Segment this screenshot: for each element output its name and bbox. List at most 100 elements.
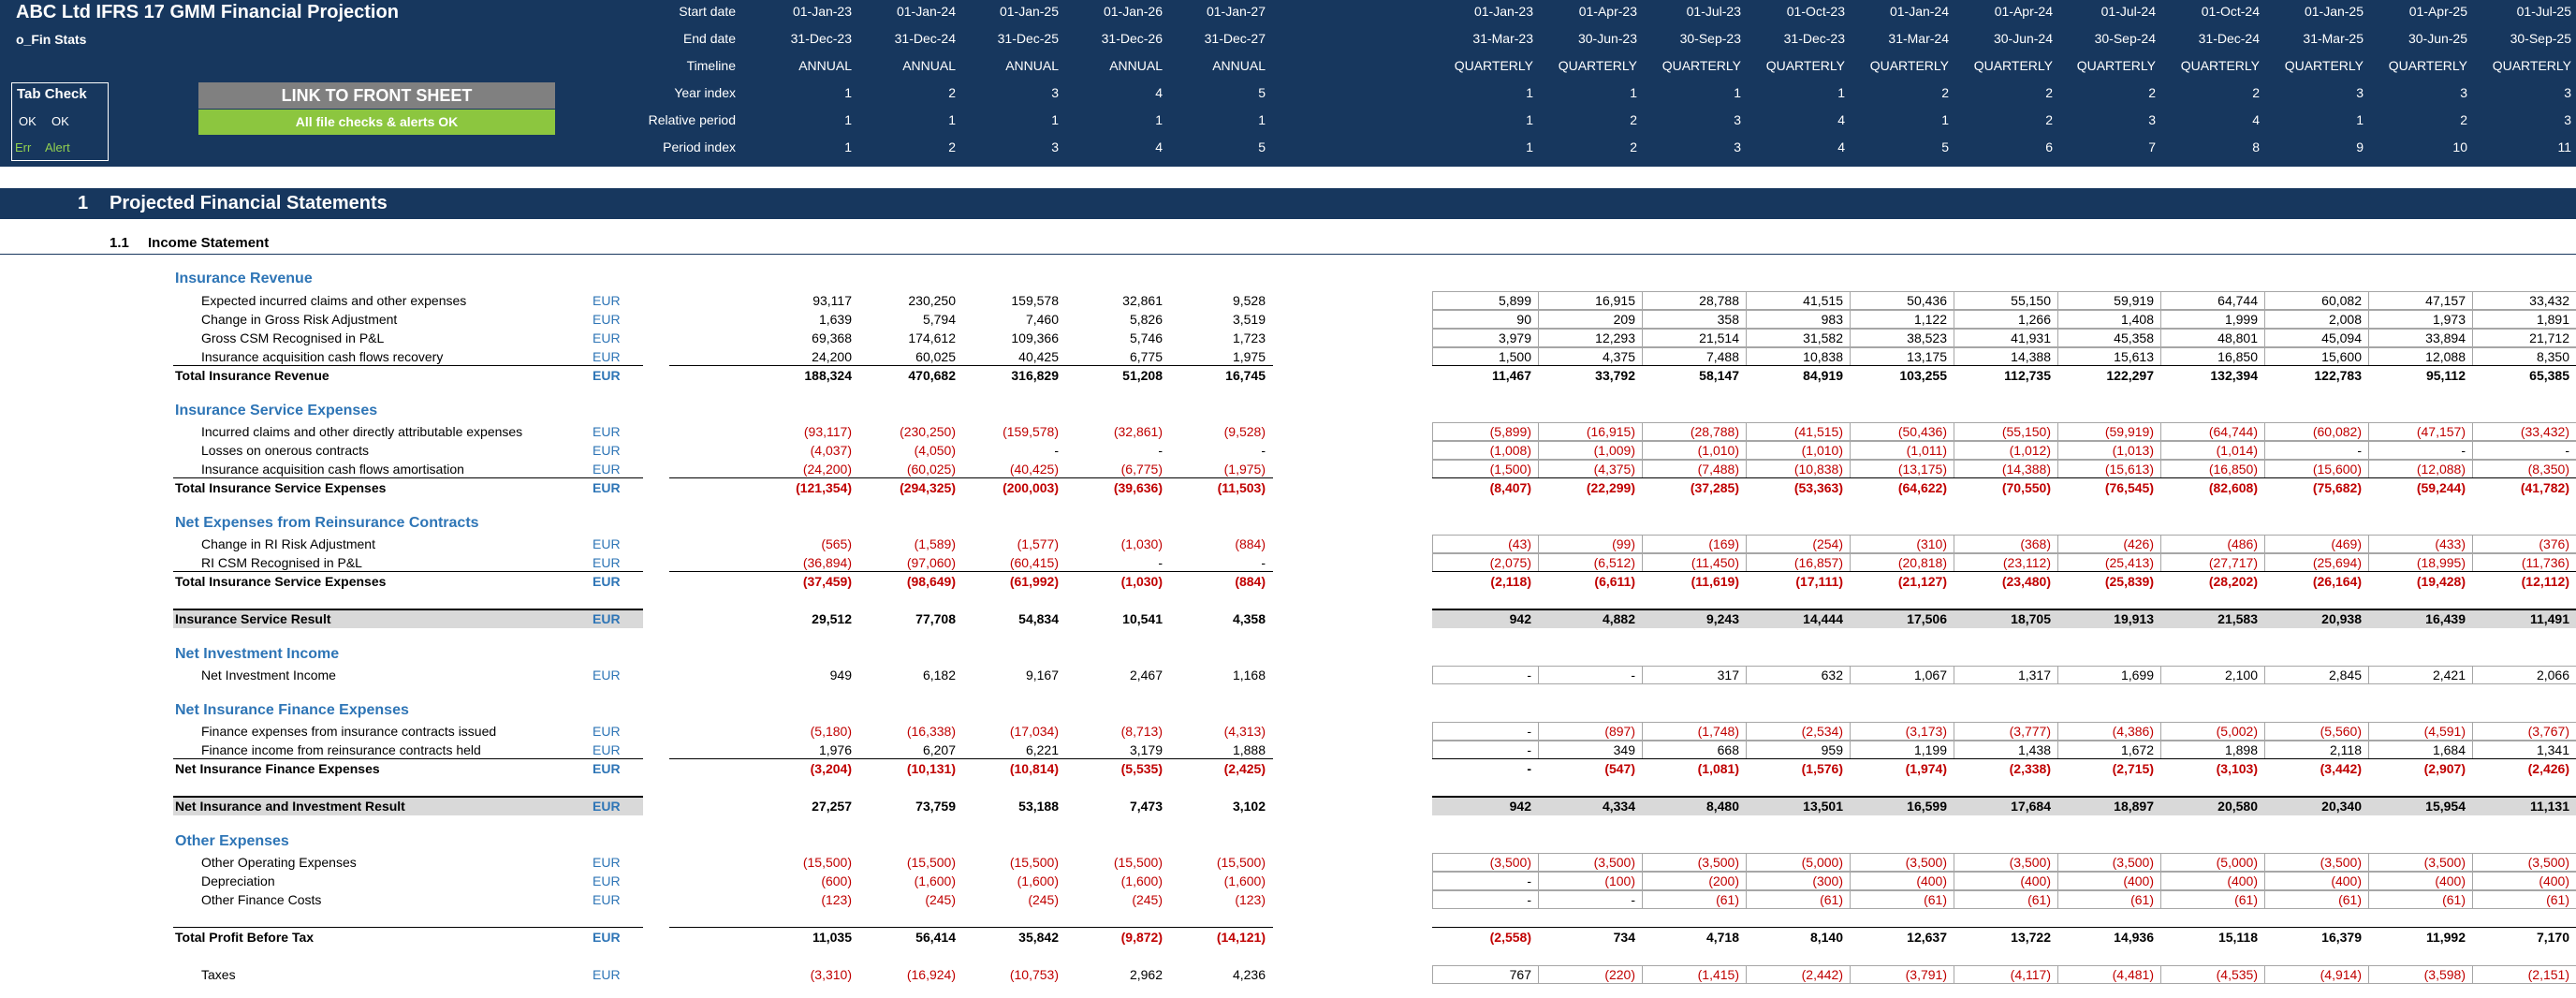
grid-cell xyxy=(1747,311,1851,329)
quarterly-value-cell: (41,515) xyxy=(1793,424,1843,439)
annual-header-cell: ANNUAL xyxy=(1212,58,1266,73)
annual-value-cell: (4,313) xyxy=(1223,724,1266,739)
annual-header-cell: 1 xyxy=(948,112,956,127)
annual-value-cell: (9,528) xyxy=(1223,424,1266,439)
quarterly-value-cell: 13,722 xyxy=(2011,930,2051,945)
annual-value-cell: (294,325) xyxy=(900,480,956,495)
quarterly-header-cell: 1 xyxy=(1837,85,1845,100)
row-unit: EUR xyxy=(593,799,621,814)
group-heading: Net Expenses from Reinsurance Contracts xyxy=(175,515,479,531)
group-heading: Other Expenses xyxy=(175,833,289,849)
header-band: ABC Ltd IFRS 17 GMM Financial Projection… xyxy=(0,0,2576,167)
grid-cell xyxy=(2265,423,2369,441)
annual-value-cell: (1,030) xyxy=(1120,574,1163,589)
quarterly-value-cell: 84,919 xyxy=(1803,368,1843,383)
quarterly-value-cell: 11,491 xyxy=(2529,611,2569,626)
result-top-border xyxy=(1432,796,2576,798)
quarterly-value-cell: - xyxy=(1527,742,1531,757)
annual-value-cell: (9,872) xyxy=(1120,930,1163,945)
annual-value-cell: (15,500) xyxy=(906,855,956,870)
quarterly-value-cell: (12,088) xyxy=(2416,462,2466,477)
annual-value-cell: (97,060) xyxy=(906,555,956,570)
group-heading: Net Investment Income xyxy=(175,646,340,662)
quarterly-value-cell: (469) xyxy=(2331,536,2362,551)
quarterly-value-cell: 33,894 xyxy=(2425,330,2466,345)
grid-cell xyxy=(1433,536,1539,553)
grid-cell xyxy=(1433,723,1539,741)
row-label: Finance income from reinsurance contract… xyxy=(201,742,481,757)
grid-cell xyxy=(1643,292,1747,310)
grid-cell xyxy=(2058,311,2161,329)
quarterly-value-cell: 5,899 xyxy=(1498,293,1531,308)
annual-header-cell: 01-Jan-24 xyxy=(896,4,956,19)
quarterly-value-cell: (3,791) xyxy=(1905,967,1947,982)
row-unit: EUR xyxy=(593,855,621,870)
annual-value-cell: 24,200 xyxy=(812,349,852,364)
quarterly-value-cell: 95,112 xyxy=(2425,368,2466,383)
quarterly-value-cell: - xyxy=(1527,892,1531,907)
quarterly-value-cell: (400) xyxy=(2539,873,2569,888)
quarterly-header-cell: QUARTERLY xyxy=(2180,58,2260,73)
quarterly-value-cell: - xyxy=(1527,668,1531,682)
grid-cell xyxy=(1747,723,1851,741)
grid-cell xyxy=(2369,873,2473,890)
annual-value-cell: (3,310) xyxy=(810,967,852,982)
quarterly-value-cell: 41,931 xyxy=(2011,330,2051,345)
quarterly-value-cell: (61) xyxy=(2338,892,2362,907)
tab-check-ok-value: OK xyxy=(51,114,69,128)
quarterly-value-cell: 2,118 xyxy=(2330,742,2362,757)
quarterly-value-cell: 983 xyxy=(1821,312,1843,327)
annual-header-cell: 01-Jan-26 xyxy=(1103,4,1163,19)
grid-cell xyxy=(2161,891,2265,909)
quarterly-value-cell: (8,407) xyxy=(1489,480,1531,495)
quarterly-value-cell: (426) xyxy=(2123,536,2154,551)
row-label: Finance expenses from insurance contract… xyxy=(201,724,497,739)
quarterly-value-cell: (2,426) xyxy=(2527,761,2569,776)
quarterly-value-cell: 11,992 xyxy=(2425,930,2466,945)
row-unit: EUR xyxy=(593,574,621,589)
quarterly-value-cell: (50,436) xyxy=(1897,424,1947,439)
quarterly-value-cell: (1,010) xyxy=(1697,443,1739,458)
quarterly-value-cell: (254) xyxy=(1812,536,1843,551)
grid-cell xyxy=(1433,423,1539,441)
grid-cell xyxy=(1747,873,1851,890)
annual-value-cell: - xyxy=(1261,443,1266,458)
quarterly-header-cell: QUARTERLY xyxy=(2388,58,2467,73)
annual-value-cell: 3,179 xyxy=(1129,742,1163,757)
quarterly-value-cell: (59,919) xyxy=(2104,424,2154,439)
quarterly-value-cell: 65,385 xyxy=(2529,368,2569,383)
quarterly-value-cell: 1,891 xyxy=(2536,312,2569,327)
quarterly-value-cell: (55,150) xyxy=(2001,424,2051,439)
quarterly-value-cell: 358 xyxy=(1717,312,1739,327)
grid-cell xyxy=(1747,891,1851,909)
quarterly-value-cell: 38,523 xyxy=(1907,330,1947,345)
quarterly-value-cell: 12,293 xyxy=(1595,330,1635,345)
grid-cell xyxy=(1747,330,1851,347)
annual-value-cell: 949 xyxy=(829,668,852,682)
grid-cell xyxy=(2265,873,2369,890)
grid-cell xyxy=(1433,311,1539,329)
quarterly-value-cell: (27,717) xyxy=(2208,555,2258,570)
grid-cell xyxy=(1954,854,2058,872)
annual-header-cell: ANNUAL xyxy=(798,58,852,73)
quarterly-value-cell: 1,266 xyxy=(2017,312,2051,327)
quarterly-value-cell: 122,297 xyxy=(2106,368,2154,383)
quarterly-value-cell: (61) xyxy=(2234,892,2258,907)
grid-cell xyxy=(2473,723,2576,741)
quarterly-value-cell: (61) xyxy=(2027,892,2051,907)
quarterly-value-cell: 1,672 xyxy=(2120,742,2154,757)
row-label: RI CSM Recognised in P&L xyxy=(201,555,362,570)
quarterly-value-cell: (23,480) xyxy=(2001,574,2051,589)
grid-cell xyxy=(1747,667,1851,684)
grid-cell xyxy=(2473,873,2576,890)
result-top-border xyxy=(173,609,643,610)
quarterly-value-cell: (4,914) xyxy=(2320,967,2362,982)
quarterly-value-cell: 58,147 xyxy=(1699,368,1739,383)
quarterly-header-cell: 01-Apr-25 xyxy=(2408,4,2467,19)
link-to-front-sheet-button[interactable]: LINK TO FRONT SHEET xyxy=(198,82,555,109)
grid-cell xyxy=(2265,966,2369,984)
grid-cell xyxy=(2473,442,2576,460)
quarterly-header-cell: 4 xyxy=(1837,112,1845,127)
grid-cell xyxy=(2058,423,2161,441)
annual-value-cell: 10,541 xyxy=(1122,611,1163,626)
